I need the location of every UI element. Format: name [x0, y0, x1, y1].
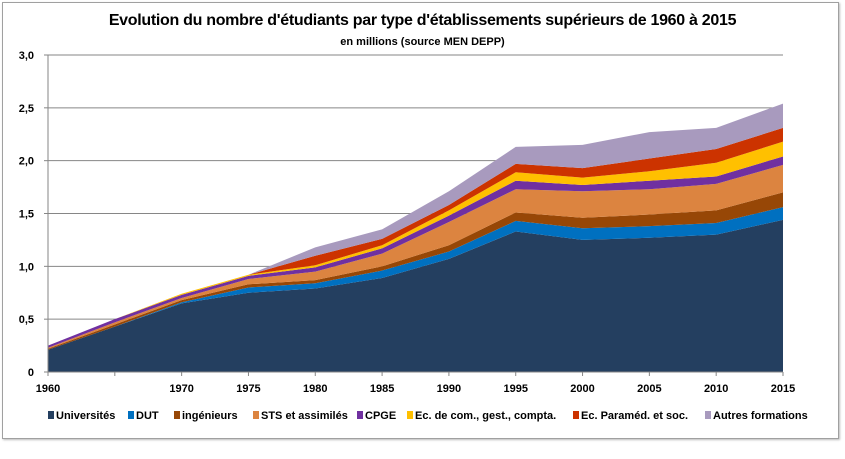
y-tick-label: 1,5 — [19, 209, 34, 221]
chart-subtitle: en millions (source MEN DEPP) — [340, 36, 505, 48]
y-tick-label: 2,5 — [19, 103, 34, 115]
x-tick-label: 2010 — [704, 383, 728, 395]
x-tick-label: 2015 — [771, 383, 795, 395]
x-tick-label: 1970 — [169, 383, 193, 395]
x-tick-label: 1985 — [370, 383, 394, 395]
legend-label: CPGE — [365, 410, 396, 422]
legend-swatch — [174, 411, 180, 419]
x-tick-label: 1995 — [503, 383, 527, 395]
legend-label: STS et assimilés — [261, 410, 348, 422]
y-tick-label: 0,5 — [19, 314, 34, 326]
legend-swatch — [48, 411, 54, 419]
y-tick-label: 2,0 — [19, 156, 34, 168]
x-tick-label: 1960 — [36, 383, 60, 395]
area-series-3 — [48, 164, 783, 349]
x-tick-label: 1980 — [303, 383, 327, 395]
legend-label: Autres formations — [713, 410, 808, 422]
legend-swatch — [253, 411, 259, 419]
legend-swatch — [573, 411, 579, 419]
legend-swatch — [128, 411, 134, 419]
y-tick-label: 1,0 — [19, 261, 34, 273]
legend-label: Ec. Paraméd. et soc. — [581, 410, 688, 422]
legend-label: Ec. de com., gest., compta. — [415, 410, 556, 422]
legend-label: ingénieurs — [182, 410, 238, 422]
x-tick-label: 2000 — [570, 383, 594, 395]
x-tick-label: 2005 — [637, 383, 661, 395]
legend-swatch — [357, 411, 363, 419]
x-tick-label: 1975 — [236, 383, 260, 395]
legend-swatch — [407, 411, 413, 419]
y-tick-label: 3,0 — [19, 50, 34, 62]
legend-label: DUT — [136, 410, 159, 422]
area-series-0 — [48, 219, 783, 372]
x-tick-label: 1990 — [437, 383, 461, 395]
legend-swatch — [705, 411, 711, 419]
chart-title: Evolution du nombre d'étudiants par type… — [108, 12, 737, 29]
legend-label: Universités — [56, 410, 115, 422]
area-series-7 — [48, 103, 783, 346]
y-tick-label: 0 — [28, 367, 34, 379]
